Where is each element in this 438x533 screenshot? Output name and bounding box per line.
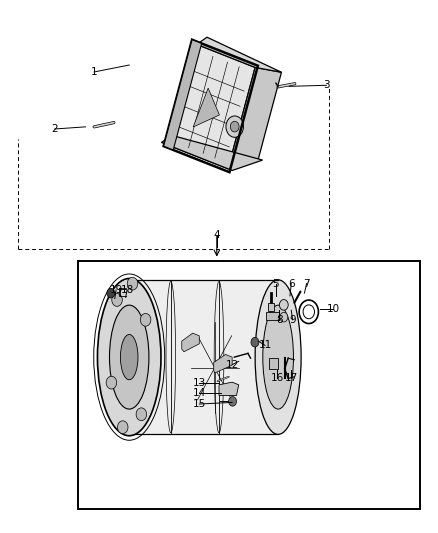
Text: 13: 13 <box>193 378 206 387</box>
Polygon shape <box>219 382 239 395</box>
Polygon shape <box>164 39 201 150</box>
Circle shape <box>136 408 147 421</box>
Text: 14: 14 <box>193 389 206 398</box>
Circle shape <box>107 288 115 298</box>
Circle shape <box>299 300 318 324</box>
Polygon shape <box>170 44 255 169</box>
Circle shape <box>229 397 237 406</box>
Polygon shape <box>193 88 219 127</box>
Ellipse shape <box>263 305 293 409</box>
Text: 9: 9 <box>289 315 296 325</box>
Ellipse shape <box>110 305 149 409</box>
Text: 5: 5 <box>272 279 279 288</box>
Circle shape <box>279 300 288 310</box>
Text: 15: 15 <box>193 399 206 409</box>
Text: 12: 12 <box>226 360 239 369</box>
Text: 17: 17 <box>285 374 298 383</box>
Circle shape <box>127 277 138 290</box>
Circle shape <box>251 337 259 347</box>
Text: 4: 4 <box>213 230 220 239</box>
Circle shape <box>230 122 239 132</box>
Circle shape <box>140 313 151 326</box>
Circle shape <box>112 294 122 306</box>
Text: 18: 18 <box>120 285 134 295</box>
Ellipse shape <box>120 335 138 379</box>
Text: 11: 11 <box>258 341 272 350</box>
Text: 2: 2 <box>51 124 58 134</box>
Polygon shape <box>228 68 282 169</box>
Bar <box>266 312 279 320</box>
Polygon shape <box>182 333 199 352</box>
Bar <box>269 358 278 369</box>
Text: 16: 16 <box>271 374 284 383</box>
Circle shape <box>280 312 288 322</box>
Circle shape <box>303 305 314 319</box>
Text: 19: 19 <box>110 285 123 295</box>
Text: 6: 6 <box>288 279 295 288</box>
Text: 10: 10 <box>326 304 339 314</box>
Ellipse shape <box>97 278 161 435</box>
Text: 8: 8 <box>276 315 283 325</box>
Polygon shape <box>162 135 263 171</box>
Bar <box>268 303 274 311</box>
Text: 7: 7 <box>303 279 310 288</box>
Circle shape <box>117 421 128 434</box>
Circle shape <box>106 376 117 389</box>
Text: 1: 1 <box>91 67 98 77</box>
Circle shape <box>226 116 244 138</box>
Polygon shape <box>197 37 282 72</box>
Polygon shape <box>129 280 278 434</box>
Ellipse shape <box>255 280 301 434</box>
Bar <box>78 261 420 509</box>
Text: 3: 3 <box>323 80 330 90</box>
Polygon shape <box>214 354 232 373</box>
